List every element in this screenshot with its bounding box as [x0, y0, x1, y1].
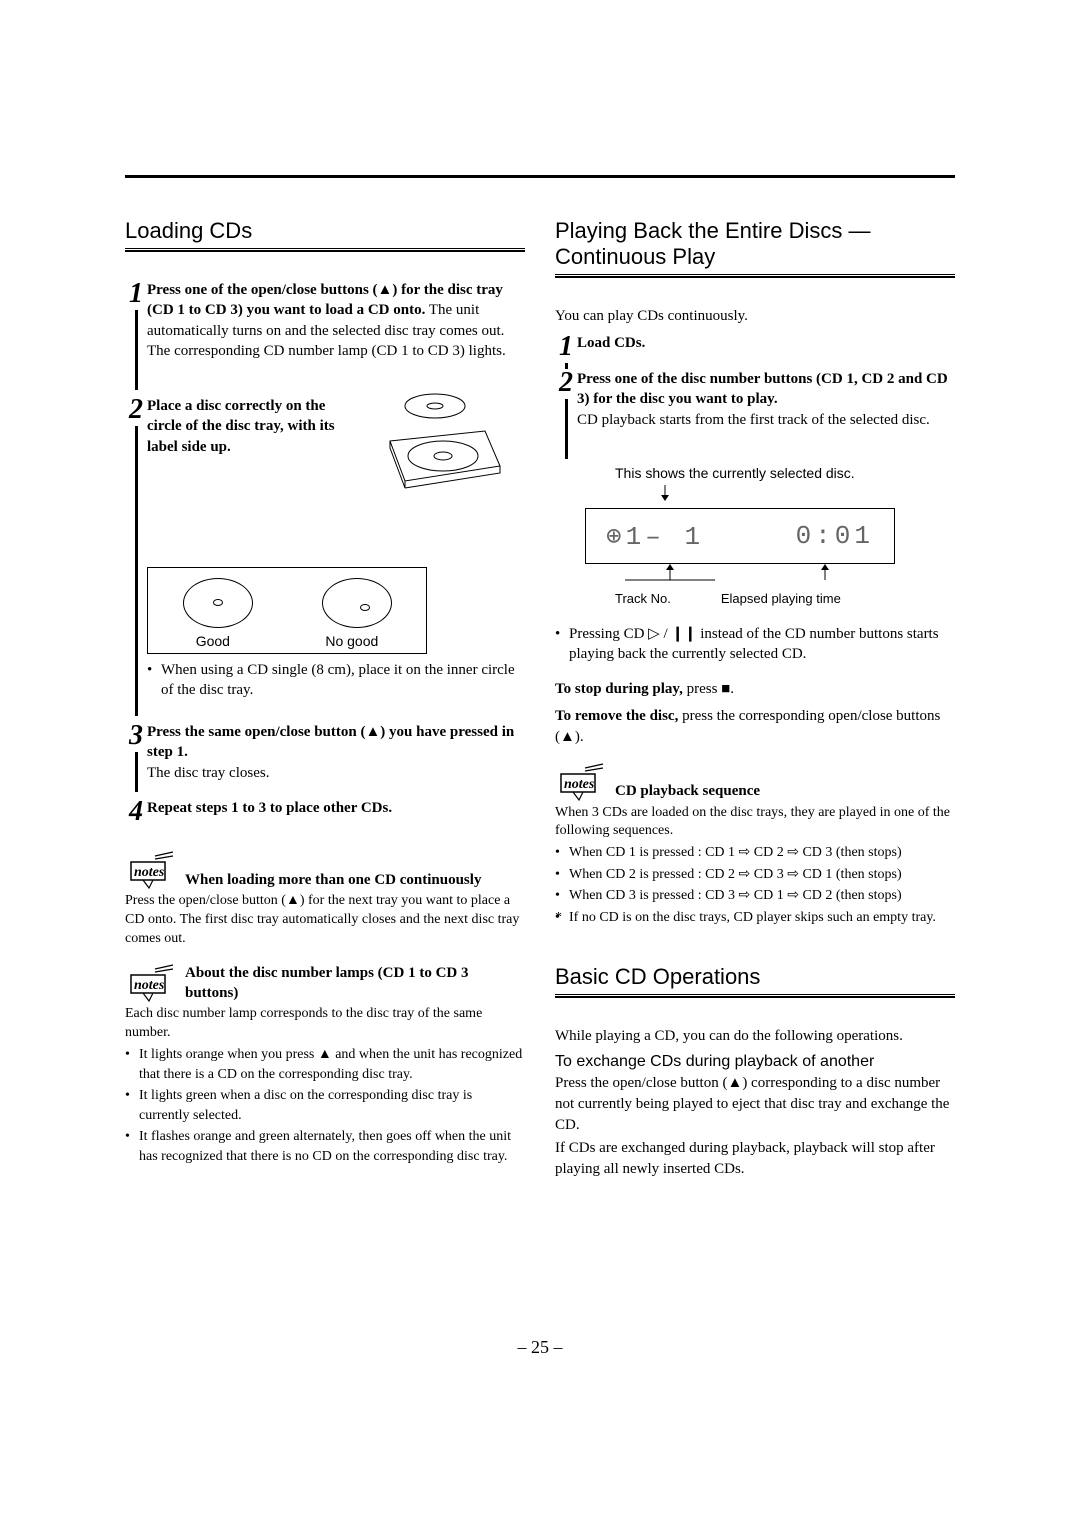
track-no-label: Track No. [615, 591, 671, 606]
stop-rest: press ■. [683, 681, 734, 697]
top-rule [125, 175, 955, 178]
step-3: 3 Press the same open/close button (▲) y… [125, 722, 525, 792]
arrow-up-icons [585, 564, 895, 582]
elapsed-label: Elapsed playing time [721, 591, 841, 606]
lcd-display: ⊕1– 1 0:01 [585, 508, 895, 564]
good-disc-icon [183, 578, 253, 628]
notes-2-b3: It flashes orange and green alternately,… [125, 1127, 525, 1166]
step-3-text: The disc tray closes. [147, 765, 269, 781]
good-label: Good [196, 632, 230, 651]
notes-2-lead: Each disc number lamp corresponds to the… [125, 1005, 525, 1043]
step-bar [135, 426, 138, 716]
remove-line: To remove the disc, press the correspond… [555, 706, 955, 748]
step-number: 2 [129, 396, 143, 424]
stop-prefix: To stop during play, [555, 681, 683, 697]
section-underline [555, 274, 955, 278]
step-number: 1 [559, 333, 573, 361]
exchange-p2: If CDs are exchanged during playback, pl… [555, 1138, 955, 1180]
r-step-1-bold: Load CDs. [577, 335, 645, 351]
step-2-bold: Place a disc correctly on the circle of … [147, 398, 335, 455]
seq-2: When CD 2 is pressed : CD 2 ⇨ CD 3 ⇨ CD … [555, 865, 955, 885]
step-bar [565, 399, 568, 459]
step-4-bold: Repeat steps 1 to 3 to place other CDs. [147, 800, 392, 816]
notes-icon: notes [125, 850, 177, 890]
svg-text:notes: notes [564, 777, 595, 792]
step-number: 1 [129, 280, 143, 308]
step-bar [135, 752, 138, 792]
notes-2-b1: It lights orange when you press ▲ and wh… [125, 1045, 525, 1084]
section-underline [125, 248, 525, 252]
step-3-bold: Press the same open/close button (▲) you… [147, 724, 514, 760]
section-underline [555, 994, 955, 998]
seq-1: When CD 1 is pressed : CD 1 ⇨ CD 2 ⇨ CD … [555, 843, 955, 863]
display-right: 0:01 [796, 521, 874, 551]
stop-line: To stop during play, press ■. [555, 679, 955, 700]
notes-block-1: notes When loading more than one CD cont… [125, 850, 525, 949]
display-caption-top: This shows the currently selected disc. [615, 465, 955, 481]
display-left: ⊕1– 1 [606, 521, 704, 552]
continuous-play-title: Playing Back the Entire Discs — Continuo… [555, 218, 955, 270]
basic-ops-title: Basic CD Operations [555, 964, 955, 990]
notes-1-text: Press the open/close button (▲) for the … [125, 892, 525, 949]
basic-intro: While playing a CD, you can do the follo… [555, 1026, 955, 1047]
nogood-disc-icon [322, 578, 392, 628]
notes-icon: notes [125, 963, 177, 1003]
notes-1-title: When loading more than one CD continuous… [185, 870, 481, 890]
seq-star-text: If no CD is on the disc trays, CD player… [569, 910, 936, 925]
notes-2-title: About the disc number lamps (CD 1 to CD … [185, 963, 525, 1004]
page-number: – 25 – [0, 1337, 1080, 1358]
step-2: 2 Place a disc correctly on the circle o… [125, 396, 525, 716]
svg-text:notes: notes [134, 978, 165, 993]
loading-cds-title: Loading CDs [125, 218, 525, 244]
r-step-2-text: CD playback starts from the first track … [577, 412, 930, 428]
nogood-label: No good [325, 632, 378, 651]
step-bar [135, 310, 138, 390]
svg-text:notes: notes [134, 865, 165, 880]
remove-prefix: To remove the disc, [555, 708, 678, 724]
seq-star: *If no CD is on the disc trays, CD playe… [555, 908, 955, 928]
display-figure: This shows the currently selected disc. … [585, 465, 955, 606]
exchange-p1: Press the open/close button (▲) correspo… [555, 1073, 955, 1136]
step-4: 4 Repeat steps 1 to 3 to place other CDs… [125, 798, 525, 826]
step-2-bullet: When using a CD single (8 cm), place it … [147, 660, 525, 701]
good-nogood-box: Good No good [147, 567, 427, 654]
r-step-2-bold: Press one of the disc number buttons (CD… [577, 371, 948, 407]
cd-tray-illustration [385, 386, 505, 502]
r-step-1: 1 Load CDs. [555, 333, 955, 369]
notes-seq: notes CD playback sequence When 3 CDs ar… [555, 762, 955, 928]
notes-icon: notes [555, 762, 607, 802]
notes-block-2: notes About the disc number lamps (CD 1 … [125, 963, 525, 1167]
left-column: Loading CDs 1 Press one of the open/clos… [125, 218, 525, 1186]
right-column: Playing Back the Entire Discs — Continuo… [555, 218, 955, 1186]
play-pause-bullet: Pressing CD ▷ / ❙❙ instead of the CD num… [555, 624, 955, 665]
seq-lead: When 3 CDs are loaded on the disc trays,… [555, 804, 955, 842]
step-1: 1 Press one of the open/close buttons (▲… [125, 280, 525, 390]
step-number: 2 [559, 369, 573, 397]
step-number: 4 [129, 798, 143, 826]
intro-text: You can play CDs continuously. [555, 306, 955, 327]
notes-2-b2: It lights green when a disc on the corre… [125, 1086, 525, 1125]
arrow-down-icon [585, 485, 895, 503]
exchange-subhead: To exchange CDs during playback of anoth… [555, 1053, 955, 1071]
r-step-2: 2 Press one of the disc number buttons (… [555, 369, 955, 459]
step-number: 3 [129, 722, 143, 750]
seq-title: CD playback sequence [615, 781, 760, 801]
seq-3: When CD 3 is pressed : CD 3 ⇨ CD 1 ⇨ CD … [555, 886, 955, 906]
